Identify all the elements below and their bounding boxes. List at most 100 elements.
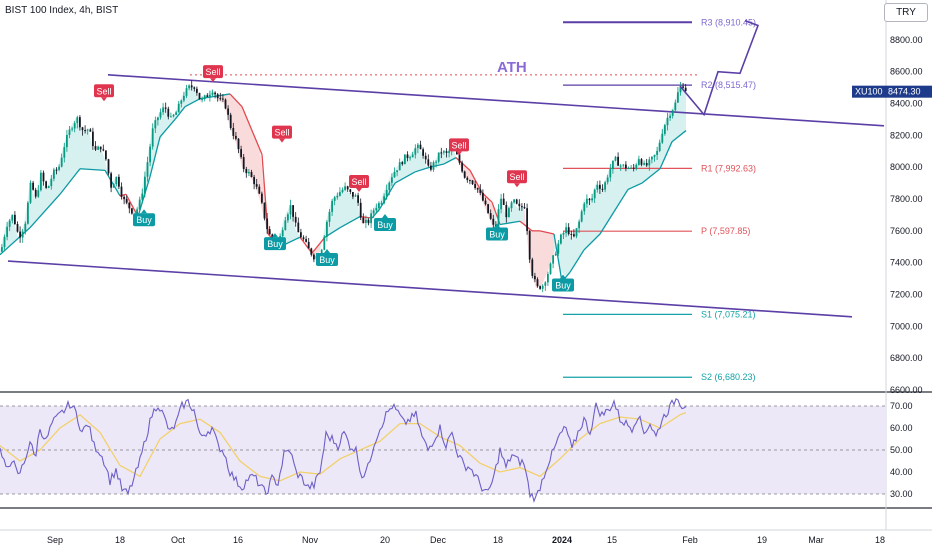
candle-body bbox=[476, 188, 479, 190]
candle-body bbox=[326, 221, 328, 237]
candle-body bbox=[222, 98, 224, 100]
price-tick-5: 8000.00 bbox=[890, 162, 923, 172]
candle-body bbox=[323, 236, 326, 250]
candle-body bbox=[606, 177, 609, 183]
signal-text: Sell bbox=[96, 86, 111, 96]
price-tick-2: 8600.00 bbox=[890, 67, 923, 77]
rsi-tick-2: 50.00 bbox=[890, 445, 913, 455]
last-price-value: 8474.30 bbox=[888, 87, 921, 97]
supertrend-fill bbox=[662, 114, 668, 165]
candle-body bbox=[424, 155, 427, 160]
supertrend-segment bbox=[583, 233, 601, 251]
candle-body bbox=[612, 160, 614, 170]
candle-body bbox=[190, 85, 193, 88]
candle-body bbox=[261, 193, 263, 203]
candle-body bbox=[73, 123, 76, 129]
candle-body bbox=[284, 220, 287, 231]
candle-body bbox=[19, 231, 21, 238]
candle-body bbox=[21, 231, 24, 238]
supertrend-segment bbox=[149, 136, 161, 177]
candle-body bbox=[422, 149, 424, 156]
signal-badge bbox=[552, 278, 574, 292]
currency-button[interactable]: TRY bbox=[884, 3, 928, 22]
signal-text: Buy bbox=[319, 255, 335, 265]
signal-badge bbox=[507, 170, 527, 184]
candle-body bbox=[492, 218, 495, 225]
supertrend-segment bbox=[59, 168, 81, 195]
supertrend-segment bbox=[29, 193, 61, 229]
supertrend-fill bbox=[644, 160, 650, 182]
candle-body bbox=[157, 117, 159, 121]
candle-body bbox=[391, 177, 393, 183]
candle-body bbox=[144, 176, 146, 194]
supertrend-segment bbox=[174, 106, 186, 120]
candle-body bbox=[138, 199, 141, 210]
candle-body bbox=[118, 176, 120, 187]
candle-body bbox=[619, 165, 622, 167]
candle-body bbox=[677, 92, 679, 103]
supertrend-fill bbox=[682, 84, 686, 134]
time-tick-7: 18 bbox=[493, 535, 503, 545]
supertrend-segment bbox=[394, 171, 416, 184]
candle-body bbox=[541, 285, 544, 289]
candle-body bbox=[560, 234, 562, 244]
candle-body bbox=[427, 159, 430, 166]
candle-body bbox=[614, 156, 617, 161]
candle-body bbox=[159, 112, 162, 118]
symbol-label: XU100 bbox=[855, 87, 883, 97]
supertrend-segment bbox=[553, 233, 563, 282]
supertrend-fill bbox=[230, 93, 236, 144]
sell-signal-4: Sell bbox=[449, 138, 469, 156]
supertrend-fill bbox=[614, 159, 620, 212]
candle-body bbox=[16, 224, 19, 232]
sell-signal-2: Sell bbox=[272, 125, 292, 143]
candle-body bbox=[357, 195, 359, 203]
candle-body bbox=[648, 159, 651, 166]
supertrend-fill bbox=[602, 171, 608, 231]
supertrend-segment bbox=[519, 220, 533, 232]
supertrend-segment bbox=[627, 182, 643, 191]
supertrend-fill bbox=[164, 106, 170, 133]
candle-body bbox=[1, 247, 3, 252]
candle-body bbox=[136, 209, 138, 216]
signal-pointer bbox=[272, 233, 278, 238]
candle-body bbox=[651, 156, 653, 160]
supertrend-fill bbox=[524, 205, 530, 270]
supertrend-segment bbox=[539, 230, 555, 235]
price-tick-6: 7800.00 bbox=[890, 194, 923, 204]
candle-body bbox=[79, 117, 81, 128]
candle-body bbox=[653, 154, 656, 157]
candle-body bbox=[81, 127, 84, 131]
supertrend-segment bbox=[241, 106, 263, 155]
supertrend-fill bbox=[152, 114, 158, 169]
candle-body bbox=[479, 189, 482, 193]
candle-body bbox=[417, 144, 419, 149]
candle-body bbox=[263, 202, 266, 219]
supertrend-fill bbox=[678, 84, 682, 137]
candle-body bbox=[666, 117, 669, 126]
rsi-ma-line bbox=[0, 411, 687, 482]
signal-badge bbox=[203, 65, 223, 79]
price-tick-11: 6800.00 bbox=[890, 353, 923, 363]
signal-badge bbox=[449, 138, 469, 152]
supertrend-fill bbox=[105, 159, 110, 187]
candle-body bbox=[591, 198, 593, 201]
price-tick-10: 7000.00 bbox=[890, 321, 923, 331]
supertrend-segment bbox=[125, 193, 139, 217]
candle-body bbox=[250, 171, 253, 177]
supertrend-fill bbox=[100, 146, 105, 171]
candle-body bbox=[151, 128, 154, 147]
candle-body bbox=[630, 167, 632, 169]
signal-pointer bbox=[560, 274, 566, 279]
candle-body bbox=[528, 231, 531, 260]
candle-body bbox=[24, 223, 27, 232]
candle-body bbox=[58, 166, 60, 170]
supertrend-segment bbox=[339, 215, 361, 229]
supertrend-segment bbox=[299, 236, 313, 254]
time-tick-1: 18 bbox=[115, 535, 125, 545]
candle-body bbox=[362, 217, 365, 223]
candle-body bbox=[515, 199, 518, 204]
candle-body bbox=[409, 157, 411, 159]
candle-body bbox=[570, 234, 573, 236]
